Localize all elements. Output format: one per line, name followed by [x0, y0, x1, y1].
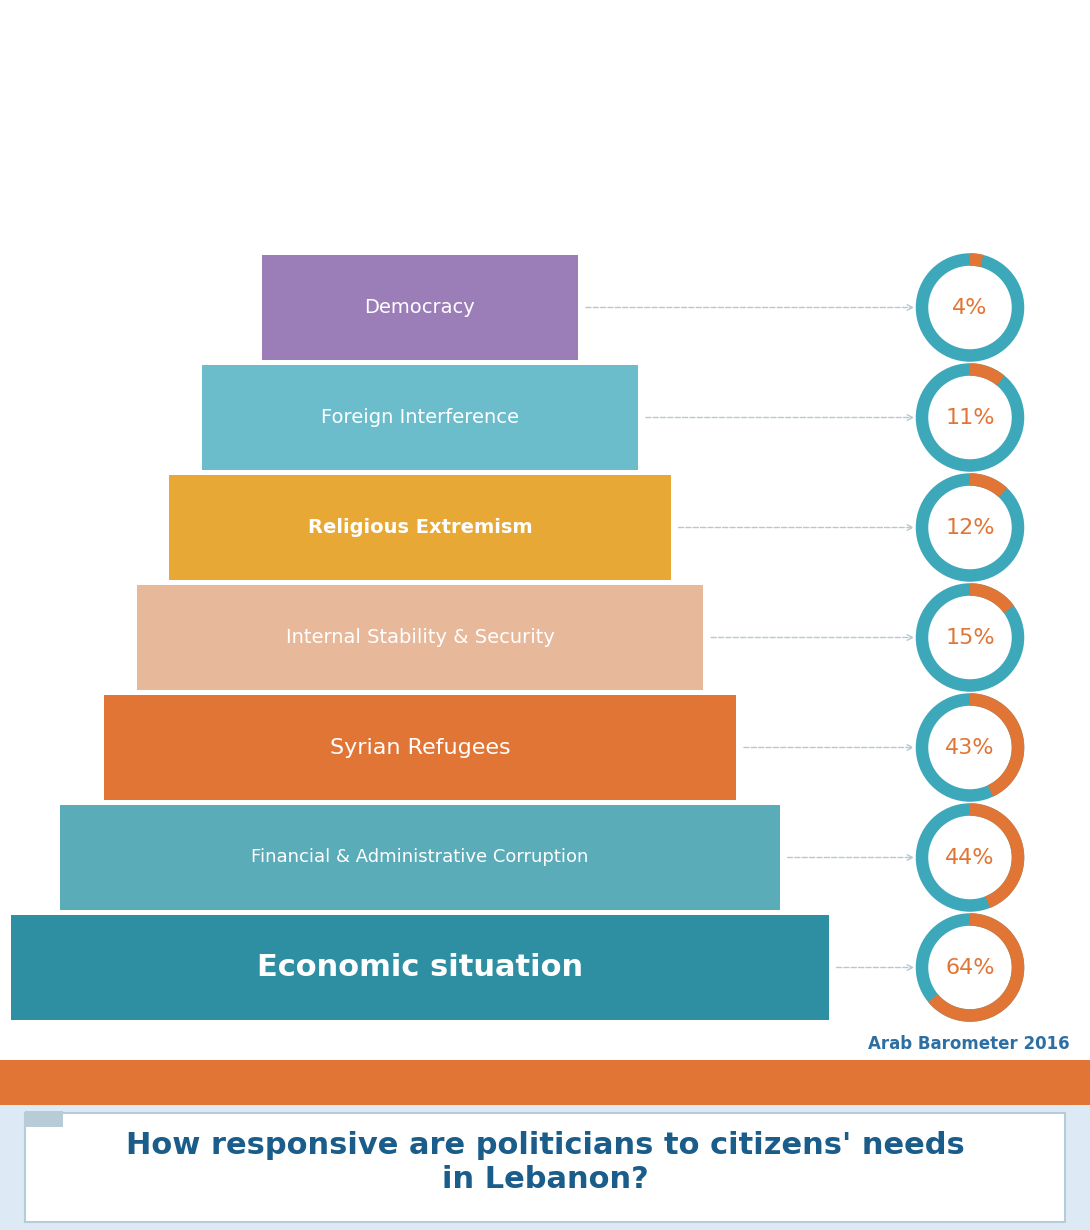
Bar [0, 1060, 1090, 1105]
FancyBboxPatch shape [262, 255, 578, 360]
Text: 44%: 44% [945, 847, 995, 867]
FancyBboxPatch shape [11, 915, 828, 1020]
Text: Economic situation: Economic situation [257, 953, 583, 982]
Text: Internal Stability & Security: Internal Stability & Security [286, 629, 555, 647]
Text: Democracy: Democracy [365, 298, 475, 317]
FancyBboxPatch shape [60, 804, 779, 910]
Text: Financial & Administrative Corruption: Financial & Administrative Corruption [252, 849, 589, 866]
Text: Syrian Refugees: Syrian Refugees [329, 738, 510, 758]
Text: Religious Extremism: Religious Extremism [307, 518, 532, 538]
FancyBboxPatch shape [136, 585, 703, 690]
Text: Arab Barometer 2016: Arab Barometer 2016 [869, 1034, 1070, 1053]
Text: 64%: 64% [945, 957, 995, 978]
FancyBboxPatch shape [202, 365, 638, 470]
Bar [25, 1111, 63, 1127]
Text: 43%: 43% [945, 738, 995, 758]
Text: 15%: 15% [945, 627, 995, 647]
Bar [0, 1105, 1090, 1230]
Text: How responsive are politicians to citizens' needs
in Lebanon?: How responsive are politicians to citize… [125, 1132, 965, 1194]
FancyBboxPatch shape [169, 475, 670, 581]
FancyBboxPatch shape [25, 1113, 1065, 1221]
Text: 11%: 11% [945, 407, 995, 428]
FancyBboxPatch shape [104, 695, 736, 800]
Text: 4%: 4% [953, 298, 988, 317]
Text: 12%: 12% [945, 518, 995, 538]
Text: Foreign Interference: Foreign Interference [320, 408, 519, 427]
